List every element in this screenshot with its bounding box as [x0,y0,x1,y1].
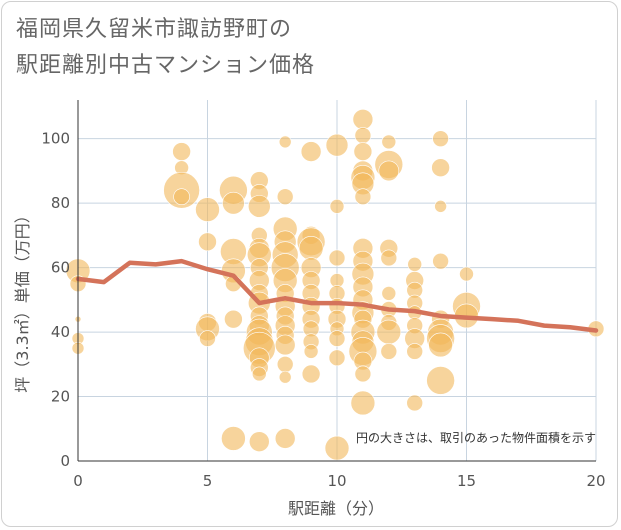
chart-title: 福岡県久留米市諏訪野町の 駅距離別中古マンション価格 [16,12,315,84]
y-tick-label: 20 [51,388,70,406]
bubble-point [352,109,374,130]
bubble-point [380,249,398,267]
bubble-point [221,426,246,451]
bubble-point [376,319,402,345]
bubble-point [350,390,376,416]
y-tick-label: 60 [51,259,70,277]
bubble-point [173,188,190,205]
bubble-point [198,232,217,252]
bubble-point [172,142,191,161]
axes [77,100,596,462]
bubble-point [428,332,453,358]
bubble-point [431,158,450,177]
bubble-point [248,431,270,452]
y-tick-label: 0 [60,452,70,470]
tick-labels: 0 5 10 15 20 0 20 40 60 80 100 [41,130,605,490]
bubble-point [354,188,372,205]
bubble-point [199,330,216,347]
bubbles [65,109,605,461]
bubble-point [303,344,319,359]
bubble-point [274,334,296,356]
bubble-point [381,286,397,301]
x-tick-label: 15 [457,472,476,490]
y-tick-label: 40 [51,323,70,341]
bubble-point [434,200,447,213]
bubble-point [247,195,271,218]
bubble-point [432,130,449,147]
trend-line-group [75,258,599,333]
bubble-point [276,188,294,205]
bubble-point [278,370,292,384]
x-axis-label: 駅距離（分） [288,499,384,518]
bubble-point [378,160,400,182]
bubble-point [381,134,397,150]
bubble-point [353,142,373,161]
trend-line [75,258,599,333]
y-tick-label: 100 [41,130,70,148]
bubble-point [329,199,345,214]
bubble-point [324,435,350,461]
x-tick-label: 0 [73,472,83,490]
bubble-point [325,133,349,157]
size-note: 円の大きさは、取引のあった物件面積を示す [356,430,596,445]
bubble-point [195,197,220,222]
bubble-point [407,257,423,272]
bubble-point [222,191,245,215]
bubble-point [251,366,267,382]
bubble-point [354,365,372,383]
bubble-point [274,428,296,449]
bubble-point [301,364,321,384]
x-tick-label: 5 [203,472,213,490]
chart-title-line1: 福岡県久留米市諏訪野町の [16,17,293,42]
bubble-point [354,127,372,144]
bubble-point [328,349,346,367]
bubble-point [406,343,424,360]
bubble-point [298,235,324,261]
bubble-point [459,266,474,282]
bubble-point [328,330,346,347]
bubble-point [432,252,449,270]
bubble-point [380,343,398,360]
bubble-point [426,366,455,395]
x-tick-label: 20 [586,472,605,490]
bubble-point [406,394,424,412]
chart-title-line2: 駅距離別中古マンション価格 [16,53,316,78]
bubble-point [328,249,346,267]
bubble-point [300,141,322,162]
x-tick-label: 10 [327,472,346,490]
bubble-point [224,309,243,329]
bubble-point [276,356,294,373]
y-tick-label: 80 [51,194,70,212]
y-axis-label: 坪（3.3㎡）単価（万円） [13,207,32,392]
bubble-point [278,135,292,149]
